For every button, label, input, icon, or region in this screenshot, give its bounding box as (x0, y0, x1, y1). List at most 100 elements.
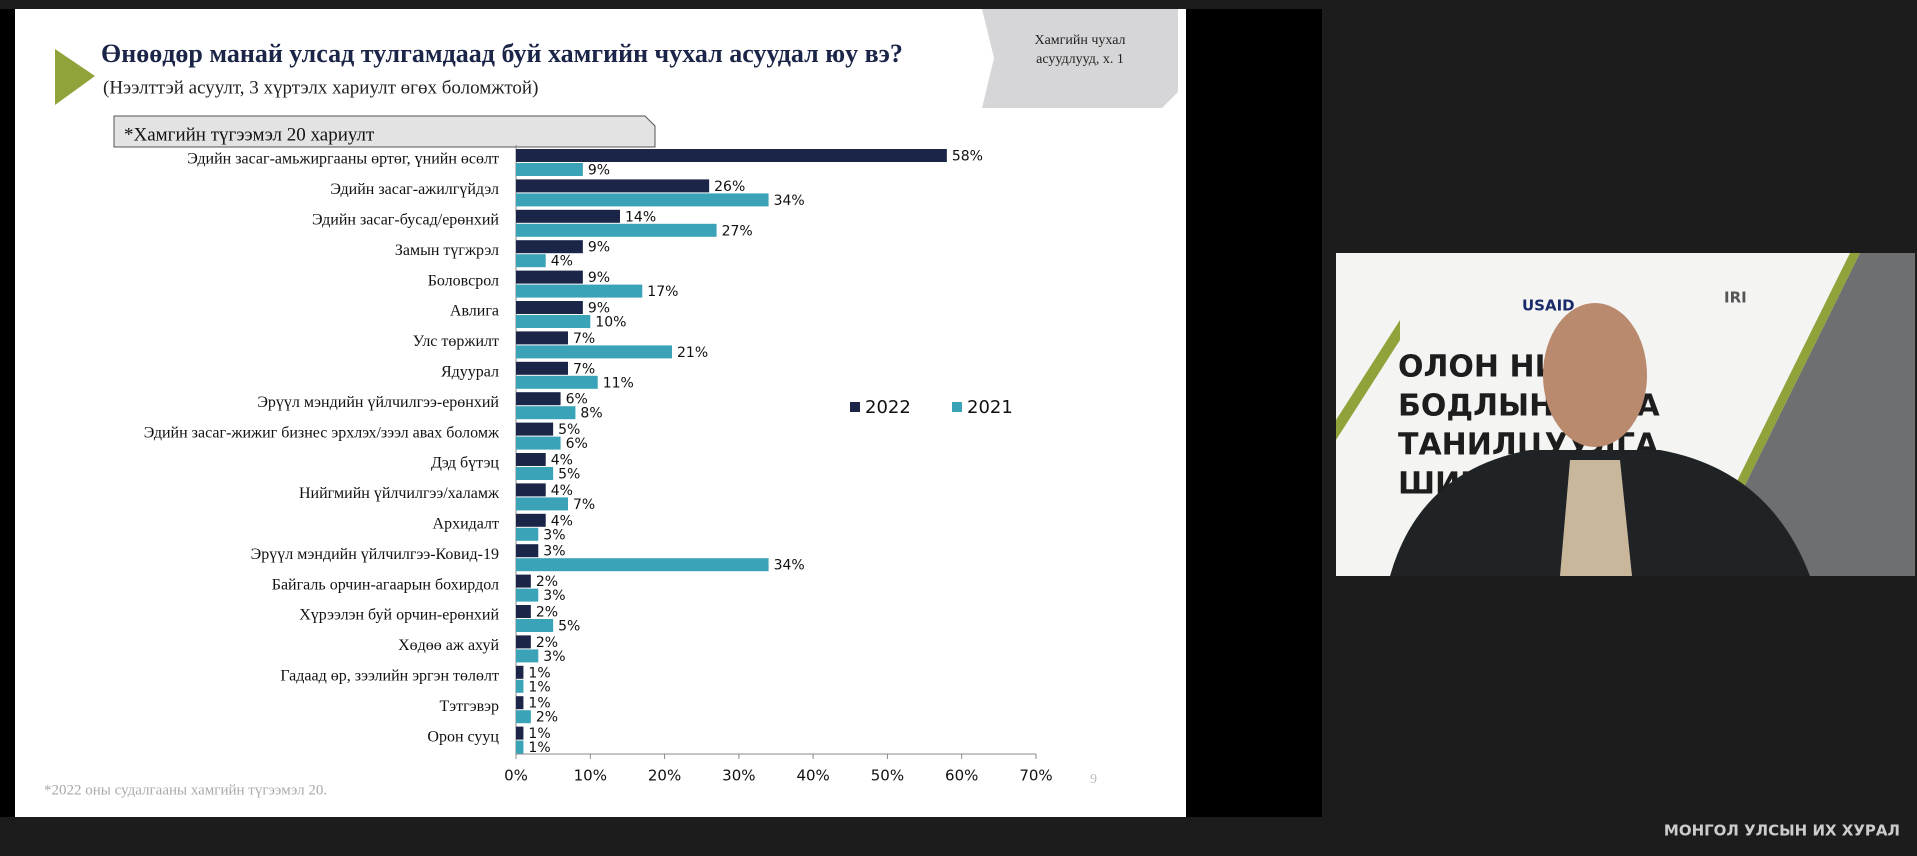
bar (516, 163, 583, 176)
bar (516, 149, 947, 162)
value-label: 4% (551, 453, 573, 469)
value-label: 9% (588, 270, 610, 286)
value-label: 4% (551, 513, 573, 529)
bar (516, 284, 643, 298)
value-label: 5% (558, 619, 580, 635)
bar (516, 375, 598, 389)
category-label: Архидалт (433, 515, 499, 532)
bar (516, 193, 769, 207)
bar (516, 209, 620, 223)
category-label: Эрүүл мэндийн үйлчилгээ-ерөнхий (257, 394, 499, 411)
value-label: 2% (536, 635, 558, 651)
bar (516, 392, 561, 406)
category-label: Эдийн засаг-бусад/ерөнхий (312, 211, 499, 228)
category-label: Орон сууц (427, 728, 499, 745)
x-tick-label: 0% (504, 767, 528, 785)
value-label: 5% (558, 422, 580, 438)
bar (516, 649, 539, 663)
value-label: 7% (573, 497, 595, 513)
bar (516, 179, 710, 193)
value-label: 2% (536, 710, 558, 726)
value-label: 1% (528, 665, 550, 681)
bar (516, 223, 717, 237)
bar (516, 331, 568, 345)
bar (516, 467, 554, 480)
value-label: 5% (558, 467, 580, 483)
value-label: 1% (528, 696, 550, 712)
bar (516, 635, 531, 649)
person-head (1543, 303, 1647, 447)
bar (516, 513, 546, 527)
value-label: 6% (566, 392, 588, 408)
bar (516, 679, 524, 693)
value-label: 6% (566, 436, 588, 452)
tag-shape (982, 9, 1178, 108)
x-tick-label: 30% (722, 767, 755, 785)
value-label: 1% (528, 679, 550, 695)
bar (516, 605, 531, 618)
person-shirt (1560, 460, 1632, 576)
bar (516, 696, 524, 710)
bar (516, 422, 554, 436)
bar (516, 665, 524, 679)
x-tick-label: 40% (796, 767, 829, 785)
value-label: 4% (551, 483, 573, 499)
category-label: Улс төржилт (413, 333, 499, 350)
slide-triangle (55, 49, 95, 105)
logo-text: IRI (1724, 289, 1747, 307)
bar (516, 544, 539, 558)
note-text: *Хамгийн түгээмэл 20 хариулт (124, 124, 375, 145)
video-tile: ОЛОН НИЙТИ БОДЛЫН СУДА ТАНИЛЦУУЛГА ШИНЖИ… (1336, 253, 1915, 576)
x-tick-label: 10% (574, 767, 607, 785)
value-label: 2% (536, 605, 558, 621)
footer: МОНГОЛ УЛСЫН ИХ ХУРАЛ (1664, 822, 1900, 840)
bar (516, 558, 769, 572)
category-label: Эрүүл мэндийн үйлчилгээ-Ковид-19 (251, 546, 499, 563)
bar (516, 453, 546, 466)
bar (516, 497, 568, 511)
bar (516, 740, 524, 754)
slide-title: Өнөөдөр манай улсад тулгамдаад буй хамги… (101, 39, 903, 68)
footnote: *2022 оны судалгааны хамгийн түгээмэл 20… (44, 782, 327, 798)
bar (516, 240, 583, 254)
value-label: 3% (543, 544, 565, 560)
value-label: 34% (774, 193, 805, 209)
category-label: Хөдөө аж ахуй (398, 637, 499, 654)
bar (516, 574, 531, 588)
value-label: 9% (588, 163, 610, 179)
value-label: 10% (595, 315, 626, 331)
category-label: Хүрээлэн буй орчин-ерөнхий (299, 607, 499, 624)
category-label: Эдийн засаг-жижиг бизнес эрхлэх/зээл ава… (144, 424, 500, 441)
value-label: 7% (573, 361, 595, 377)
category-label: Эдийн засаг-амьжиргааны өртөг, үнийн өсө… (187, 151, 499, 168)
value-label: 1% (528, 726, 550, 742)
page-number: 9 (1090, 772, 1097, 787)
value-label: 2% (536, 574, 558, 590)
category-label: Ядуурал (441, 363, 499, 380)
value-label: 4% (551, 254, 573, 270)
value-label: 7% (573, 331, 595, 347)
x-tick-label: 50% (871, 767, 904, 785)
bar (516, 436, 561, 450)
bar (516, 270, 583, 284)
value-label: 21% (677, 345, 708, 361)
legend-label: 2022 (865, 397, 911, 418)
value-label: 3% (543, 649, 565, 665)
x-tick-label: 70% (1019, 767, 1052, 785)
slide-subtitle: (Нээлттэй асуулт, 3 хүртэлх хариулт өгөх… (103, 77, 538, 98)
value-label: 34% (774, 558, 805, 574)
bar (516, 527, 539, 541)
category-label: Эдийн засаг-ажилгүйдэл (330, 181, 499, 198)
category-label: Дэд бүтэц (431, 455, 499, 472)
legend-swatch (952, 402, 962, 412)
bar (516, 361, 568, 375)
value-label: 27% (722, 223, 753, 239)
tag-text: асуудлууд, х. 1 (1036, 52, 1124, 67)
value-label: 9% (588, 301, 610, 317)
bar (516, 710, 531, 724)
value-label: 8% (580, 406, 602, 422)
bar (516, 483, 546, 497)
bar (516, 345, 672, 359)
legend-label: 2021 (967, 397, 1013, 418)
